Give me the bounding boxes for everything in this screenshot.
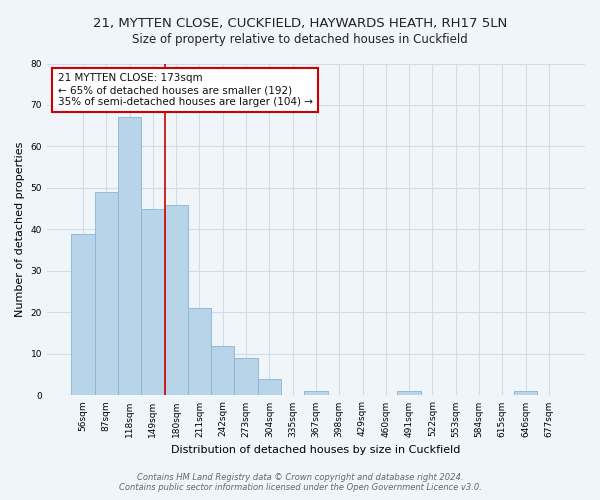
Bar (514, 392, 537, 396)
Bar (95, 192, 118, 396)
Bar (397, 392, 421, 396)
Bar (211, 346, 235, 396)
Bar (304, 392, 328, 396)
Text: 21 MYTTEN CLOSE: 173sqm
← 65% of detached houses are smaller (192)
35% of semi-d: 21 MYTTEN CLOSE: 173sqm ← 65% of detache… (58, 74, 313, 106)
Y-axis label: Number of detached properties: Number of detached properties (15, 142, 25, 317)
Bar (188, 308, 211, 396)
X-axis label: Distribution of detached houses by size in Cuckfield: Distribution of detached houses by size … (171, 445, 461, 455)
Bar (164, 204, 188, 396)
Text: Size of property relative to detached houses in Cuckfield: Size of property relative to detached ho… (132, 32, 468, 46)
Bar (118, 118, 141, 396)
Bar (141, 208, 164, 396)
Text: 21, MYTTEN CLOSE, CUCKFIELD, HAYWARDS HEATH, RH17 5LN: 21, MYTTEN CLOSE, CUCKFIELD, HAYWARDS HE… (93, 18, 507, 30)
Bar (235, 358, 258, 396)
Bar (258, 379, 281, 396)
Text: Contains HM Land Registry data © Crown copyright and database right 2024.
Contai: Contains HM Land Registry data © Crown c… (119, 473, 481, 492)
Bar (71, 234, 95, 396)
